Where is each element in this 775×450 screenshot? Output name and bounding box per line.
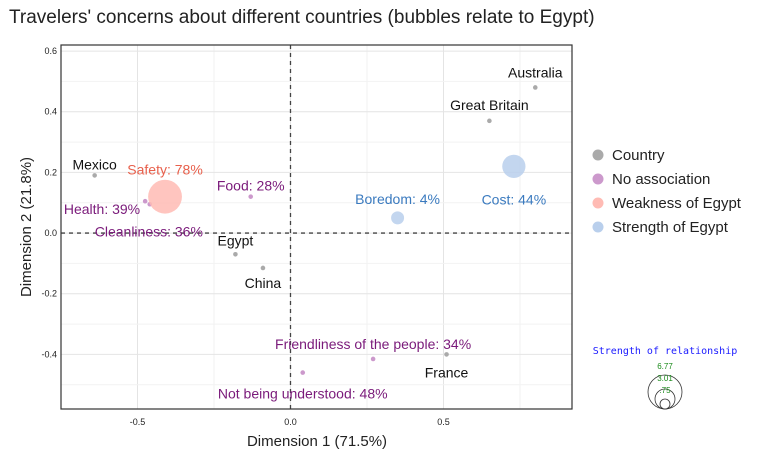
point-label-cost-44: Cost: 44%: [482, 191, 547, 207]
reference-lines: [61, 45, 572, 409]
plot-frame: [60, 44, 573, 410]
y-tick-labels: 0.6 0.4 0.2 0.0 -0.2 -0.4: [41, 46, 57, 359]
point-label-france: France: [425, 364, 469, 380]
point-label-food-28: Food: 28%: [217, 178, 285, 194]
point-label-great-britain: Great Britain: [450, 97, 529, 113]
y-tick-label: -0.4: [41, 349, 57, 359]
legend-swatch: [592, 221, 604, 233]
point-label-mexico: Mexico: [72, 156, 117, 172]
point-australia: [532, 85, 538, 90]
y-tick-label: 0.0: [44, 228, 57, 238]
legend: Country No association Weakness of Egypt St…: [592, 147, 742, 236]
legend-swatch: [592, 197, 604, 209]
point-mexico: [92, 173, 97, 178]
point-friendliness-of-the-people-34: [370, 356, 376, 362]
x-tick-label: 0.5: [437, 417, 450, 427]
size-legend-circle-small: [659, 398, 671, 410]
point-label-cleanliness-36: Cleanliness: 36%: [95, 223, 203, 239]
point-china: [260, 265, 266, 271]
y-tick-label: 0.4: [44, 107, 57, 117]
point-safety-78: [148, 179, 182, 214]
point-label-friendliness-of-the-people-34: Friendliness of the people: 34%: [275, 336, 471, 352]
x-axis-title: Dimension 1 (71.5%): [247, 433, 387, 450]
x-tick-label: 0.0: [284, 417, 297, 427]
size-legend-value: 6.77: [657, 362, 673, 371]
y-tick-label: 0.6: [44, 46, 57, 56]
point-boredom-4: [391, 211, 405, 225]
size-legend: Strength of relationship 6.77 3.01 .75: [593, 346, 738, 410]
size-legend-value: .75: [659, 386, 671, 395]
point-label-egypt: Egypt: [218, 232, 254, 248]
legend-label: Country: [612, 147, 665, 164]
point-egypt: [233, 252, 238, 257]
legend-label: No association: [612, 171, 710, 188]
chart-title: Travelers' concerns about different coun…: [9, 7, 595, 28]
x-tick-label: -0.5: [130, 417, 146, 427]
legend-swatch: [592, 173, 604, 185]
point-food-28: [248, 194, 254, 199]
point-label-china: China: [245, 275, 282, 291]
point-label-health-39: Health: 39%: [64, 201, 140, 217]
legend-swatch: [592, 149, 604, 161]
data-points: [92, 85, 538, 375]
y-tick-label: 0.2: [44, 167, 57, 177]
size-legend-title: Strength of relationship: [593, 346, 738, 357]
size-legend-value: 3.01: [657, 374, 673, 383]
point-label-australia: Australia: [508, 64, 563, 80]
point-france: [444, 352, 449, 357]
y-axis-title: Dimension 2 (21.8%): [18, 157, 35, 297]
legend-label: Weakness of Egypt: [612, 195, 742, 212]
legend-label: Strength of Egypt: [612, 219, 729, 236]
point-health-39: [142, 198, 148, 204]
point-label-safety-78: Safety: 78%: [127, 162, 203, 178]
point-labels: Australia Great Britain Mexico Egypt China Fr…: [64, 64, 563, 401]
point-cost-44: [502, 154, 526, 178]
y-tick-label: -0.2: [41, 289, 57, 299]
point-label-not-being-understood-48: Not being understood: 48%: [218, 386, 388, 402]
point-not-being-understood-48: [300, 370, 306, 375]
x-tick-labels: -0.5 0.0 0.5: [130, 417, 450, 427]
point-great-britain: [487, 118, 492, 124]
point-label-boredom-4: Boredom: 4%: [355, 191, 440, 207]
